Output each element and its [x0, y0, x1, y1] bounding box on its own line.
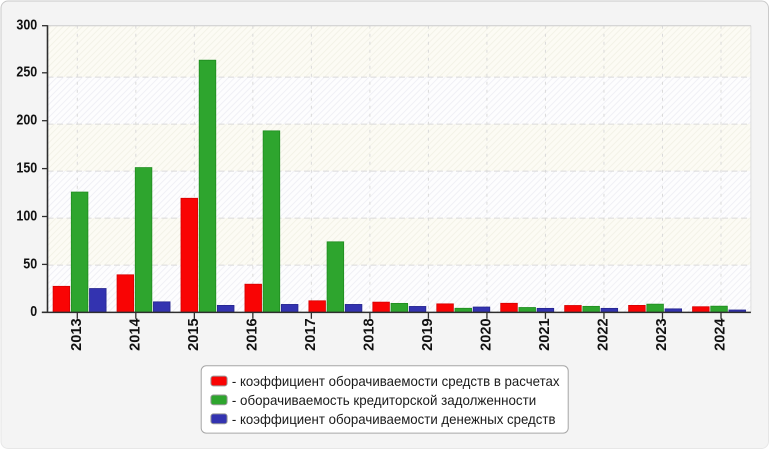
svg-text:250: 250: [16, 64, 37, 81]
svg-text:2014: 2014: [126, 318, 143, 351]
svg-text:300: 300: [16, 17, 37, 34]
svg-text:2015: 2015: [185, 318, 202, 351]
svg-text:200: 200: [16, 112, 37, 129]
svg-text:2022: 2022: [595, 318, 612, 351]
svg-text:2016: 2016: [243, 318, 260, 351]
svg-text:2019: 2019: [419, 318, 436, 351]
svg-text:- коэффициент оборачиваемости: - коэффициент оборачиваемости денежных с…: [232, 411, 556, 427]
svg-text:50: 50: [23, 255, 37, 272]
svg-text:100: 100: [16, 207, 37, 224]
svg-text:2020: 2020: [478, 318, 495, 351]
svg-text:- коэффициент оборачиваемости: - коэффициент оборачиваемости средств в …: [232, 373, 560, 389]
svg-text:2013: 2013: [68, 318, 85, 351]
svg-text:150: 150: [16, 160, 37, 177]
svg-text:2023: 2023: [653, 318, 670, 351]
svg-text:2024: 2024: [712, 318, 729, 351]
svg-text:2018: 2018: [360, 318, 377, 351]
svg-text:0: 0: [30, 303, 37, 320]
svg-text:- оборачиваемость кредиторской: - оборачиваемость кредиторской задолженн…: [232, 392, 536, 408]
svg-text:2017: 2017: [302, 318, 319, 351]
svg-text:2021: 2021: [536, 318, 553, 351]
